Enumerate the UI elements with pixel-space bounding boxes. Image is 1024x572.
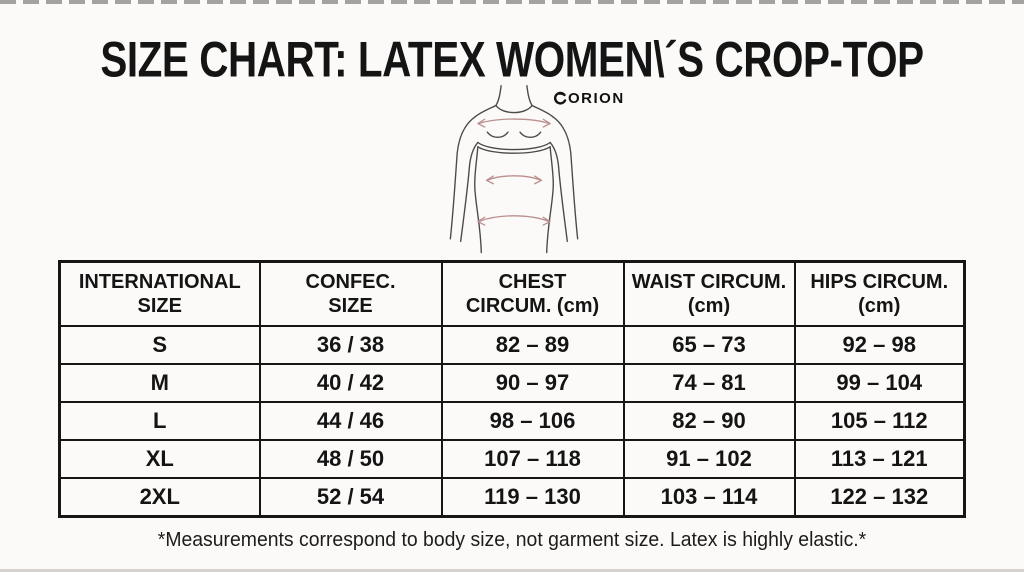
cell-confec: 40 / 42: [258, 363, 443, 403]
size-table-body: S 36 / 38 82 – 89 65 – 73 92 – 98 M 40 /…: [58, 325, 966, 518]
cell-confec: 36 / 38: [258, 325, 443, 365]
cell-chest: 82 – 89: [440, 325, 625, 365]
hips-measurement-arrow: [477, 215, 551, 226]
waist-measurement-arrow: [485, 175, 543, 185]
header-row: INTERNATIONAL SIZE CONFEC. SIZE CHEST CI…: [58, 260, 966, 327]
cell-confec: 48 / 50: [258, 439, 443, 479]
size-table: INTERNATIONAL SIZE CONFEC. SIZE CHEST CI…: [58, 260, 966, 518]
cell-hips: 113 – 121: [793, 439, 966, 479]
table-row-2xl: 2XL 52 / 54 119 – 130 103 – 114 122 – 13…: [58, 477, 966, 518]
cell-size: L: [58, 401, 261, 441]
cell-hips: 105 – 112: [793, 401, 966, 441]
col-header-waist-circum: WAIST CIRCUM. (cm): [622, 260, 796, 327]
col-header-international-size: INTERNATIONAL SIZE: [58, 260, 261, 327]
cell-waist: 91 – 102: [622, 439, 796, 479]
cell-size: M: [58, 363, 261, 403]
cell-hips: 92 – 98: [793, 325, 966, 365]
cell-size: 2XL: [58, 477, 261, 518]
torso-figure-drawing: [449, 85, 579, 254]
brand-name: ORION: [568, 90, 625, 107]
brand-logo: ORION: [552, 90, 625, 107]
table-row-xl: XL 48 / 50 107 – 118 91 – 102 113 – 121: [58, 439, 966, 479]
col-header-hips-circum: HIPS CIRCUM. (cm): [793, 260, 966, 327]
bottom-edge-artifact: [0, 569, 1024, 572]
chest-measurement-arrow: [477, 118, 551, 128]
table-row-s: S 36 / 38 82 – 89 65 – 73 92 – 98: [58, 325, 966, 365]
cell-confec: 44 / 46: [258, 401, 443, 441]
cell-chest: 98 – 106: [440, 401, 625, 441]
cell-waist: 103 – 114: [622, 477, 796, 518]
cell-size: S: [58, 325, 261, 365]
top-edge-artifact: [0, 0, 1024, 4]
orion-swirl-icon: [553, 91, 567, 105]
cell-size: XL: [58, 439, 261, 479]
cell-waist: 65 – 73: [622, 325, 796, 365]
torso-outline: [449, 85, 579, 254]
table-row-m: M 40 / 42 90 – 97 74 – 81 99 – 104: [58, 363, 966, 403]
footnote: *Measurements correspond to body size, n…: [157, 529, 867, 551]
cell-waist: 82 – 90: [622, 401, 796, 441]
table-row-l: L 44 / 46 98 – 106 82 – 90 105 – 112: [58, 401, 966, 441]
col-header-chest-circum: CHEST CIRCUM. (cm): [440, 260, 625, 327]
cell-hips: 122 – 132: [793, 477, 966, 518]
col-header-confec-size: CONFEC. SIZE: [258, 260, 443, 327]
size-table-header: INTERNATIONAL SIZE CONFEC. SIZE CHEST CI…: [58, 260, 966, 327]
torso-illustration: ORION: [444, 84, 623, 256]
cell-chest: 119 – 130: [440, 477, 625, 518]
cell-hips: 99 – 104: [793, 363, 966, 403]
cell-confec: 52 / 54: [258, 477, 443, 518]
cell-chest: 90 – 97: [440, 363, 625, 403]
page-title: SIZE CHART: LATEX WOMEN\´S CROP-TOP: [100, 31, 924, 88]
cell-waist: 74 – 81: [622, 363, 796, 403]
cell-chest: 107 – 118: [440, 439, 625, 479]
